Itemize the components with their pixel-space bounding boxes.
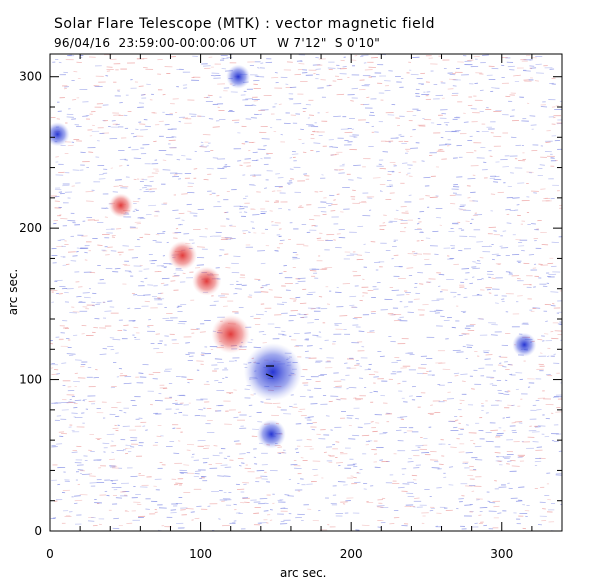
figure-subtitle: 96/04/16 23:59:00-00:00:06 UT W 7'12" S … [54, 36, 381, 50]
y-tick-label: 0 [34, 524, 42, 538]
negative-polarity-region [512, 332, 537, 357]
x-axis-label: arc sec. [280, 566, 327, 580]
plot-area [50, 54, 562, 531]
polarity-regions [50, 64, 537, 449]
plot-frame [49, 53, 563, 532]
positive-polarity-region [168, 240, 197, 270]
y-tick-label: 200 [19, 221, 42, 235]
x-tick-label: 200 [340, 547, 363, 561]
x-tick-label: 0 [46, 547, 54, 561]
axis-tick-labels: 0 100 200 300 0 100 200 300 [19, 70, 513, 561]
negative-polarity-region [226, 64, 251, 89]
negative-polarity-region [243, 343, 302, 401]
positive-polarity-region [108, 193, 133, 218]
negative-polarity-region [256, 419, 286, 449]
figure-title: Solar Flare Telescope (MTK) : vector mag… [54, 16, 435, 32]
x-tick-label: 300 [490, 547, 513, 561]
y-tick-label: 300 [19, 70, 42, 84]
y-tick-label: 100 [19, 373, 42, 387]
x-tick-label: 100 [189, 547, 212, 561]
field-noise-texture [50, 54, 562, 531]
positive-polarity-region [192, 266, 222, 296]
positive-polarity-region [211, 314, 250, 354]
y-axis-label: arc sec. [6, 268, 21, 316]
negative-polarity-region [50, 122, 70, 147]
axis-ticks [49, 54, 563, 532]
vector-arrows [265, 365, 274, 378]
